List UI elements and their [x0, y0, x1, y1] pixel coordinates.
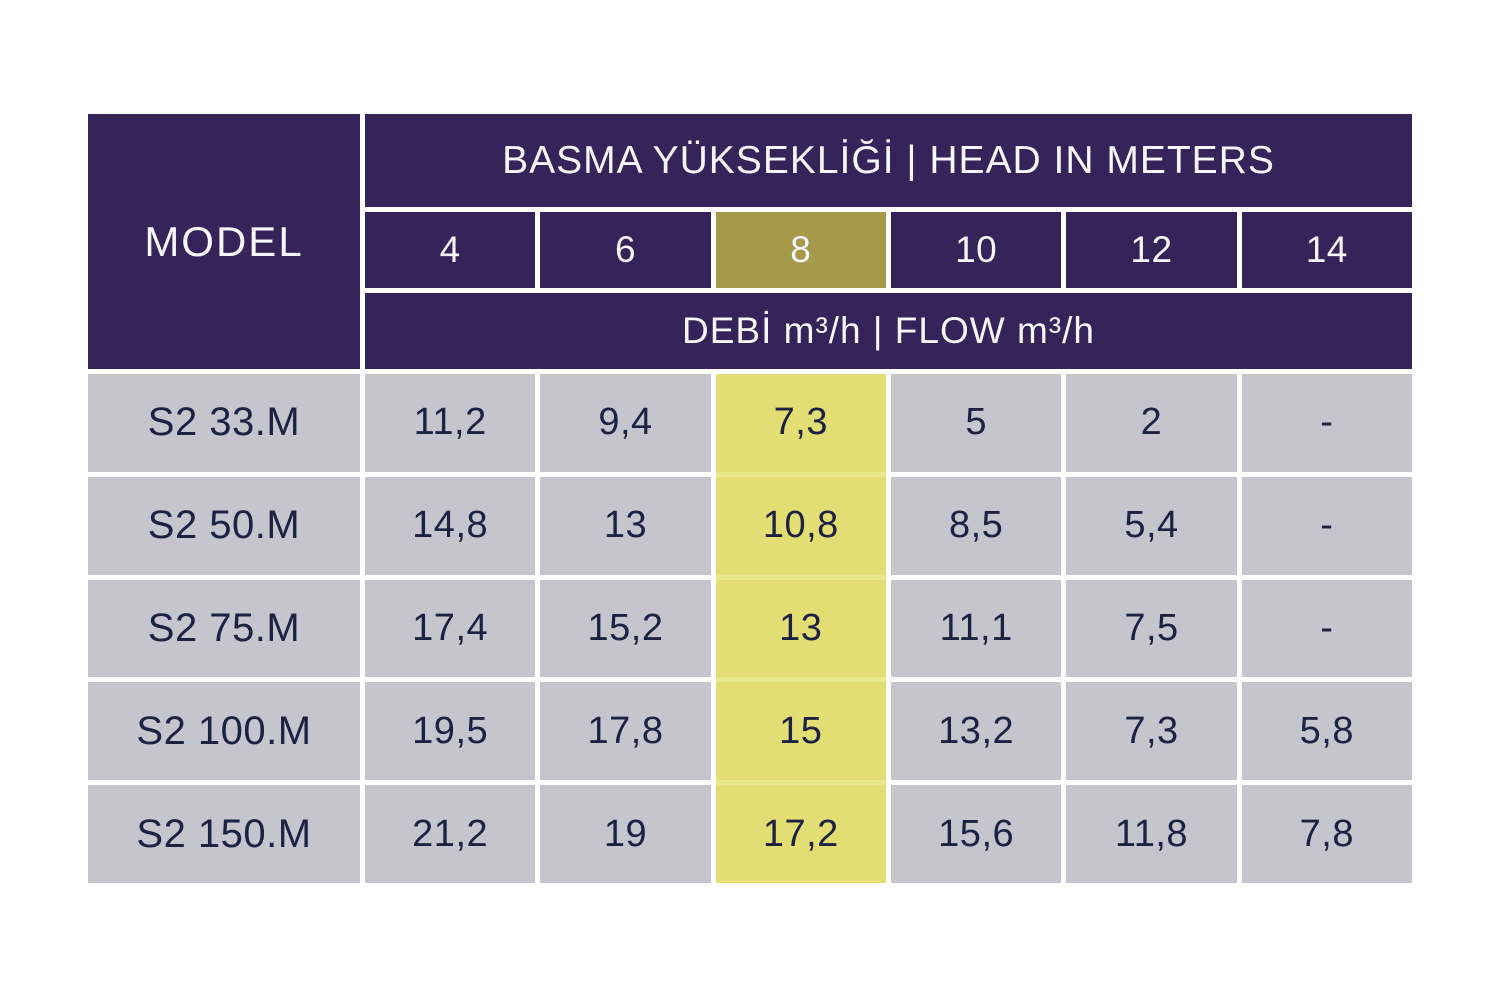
value-cell: 13,2 [890, 682, 1062, 781]
value-cell: 8,5 [890, 476, 1062, 575]
value-cell-highlighted: 7,3 [715, 374, 886, 472]
value-cell: 11,1 [890, 579, 1062, 678]
row-model-s2-50m: S2 50.M [88, 476, 360, 575]
flow-subheader: DEBİ m³/h | FLOW m³/h [365, 293, 1412, 369]
value-cell: 14,8 [365, 476, 536, 575]
value-cell-highlighted: 13 [715, 579, 886, 678]
head-value-4: 4 [365, 212, 536, 288]
head-value-12: 12 [1066, 212, 1237, 288]
value-cell: - [1241, 579, 1412, 678]
value-cell: - [1241, 374, 1412, 472]
value-cell: - [1241, 476, 1412, 575]
value-cell: 19 [540, 785, 711, 883]
table-title-head-in-meters: BASMA YÜKSEKLİĞİ | HEAD IN METERS [365, 114, 1412, 207]
value-cell: 15,6 [890, 785, 1062, 883]
value-cell: 5 [890, 374, 1062, 472]
value-cell: 9,4 [540, 374, 711, 472]
value-cell: 5,8 [1241, 682, 1412, 781]
value-cell: 17,8 [540, 682, 711, 781]
head-value-10: 10 [890, 212, 1062, 288]
value-cell: 2 [1066, 374, 1237, 472]
head-value-14: 14 [1241, 212, 1412, 288]
value-cell: 17,4 [365, 579, 536, 678]
value-cell: 7,3 [1066, 682, 1237, 781]
value-cell: 21,2 [365, 785, 536, 883]
model-column-header: MODEL [88, 114, 360, 369]
row-model-s2-33m: S2 33.M [88, 374, 360, 472]
value-cell: 19,5 [365, 682, 536, 781]
row-model-s2-100m: S2 100.M [88, 682, 360, 781]
row-model-s2-75m: S2 75.M [88, 579, 360, 678]
value-cell: 7,8 [1241, 785, 1412, 883]
value-cell: 5,4 [1066, 476, 1237, 575]
head-value-6: 6 [540, 212, 711, 288]
pump-performance-table: MODEL BASMA YÜKSEKLİĞİ | HEAD IN METERS … [88, 114, 1412, 883]
head-value-8-highlighted: 8 [715, 212, 886, 288]
value-cell: 15,2 [540, 579, 711, 678]
value-cell: 11,8 [1066, 785, 1237, 883]
value-cell-highlighted: 15 [715, 682, 886, 781]
value-cell-highlighted: 17,2 [715, 785, 886, 883]
value-cell: 11,2 [365, 374, 536, 472]
value-cell: 7,5 [1066, 579, 1237, 678]
value-cell: 13 [540, 476, 711, 575]
value-cell-highlighted: 10,8 [715, 476, 886, 575]
row-model-s2-150m: S2 150.M [88, 785, 360, 883]
